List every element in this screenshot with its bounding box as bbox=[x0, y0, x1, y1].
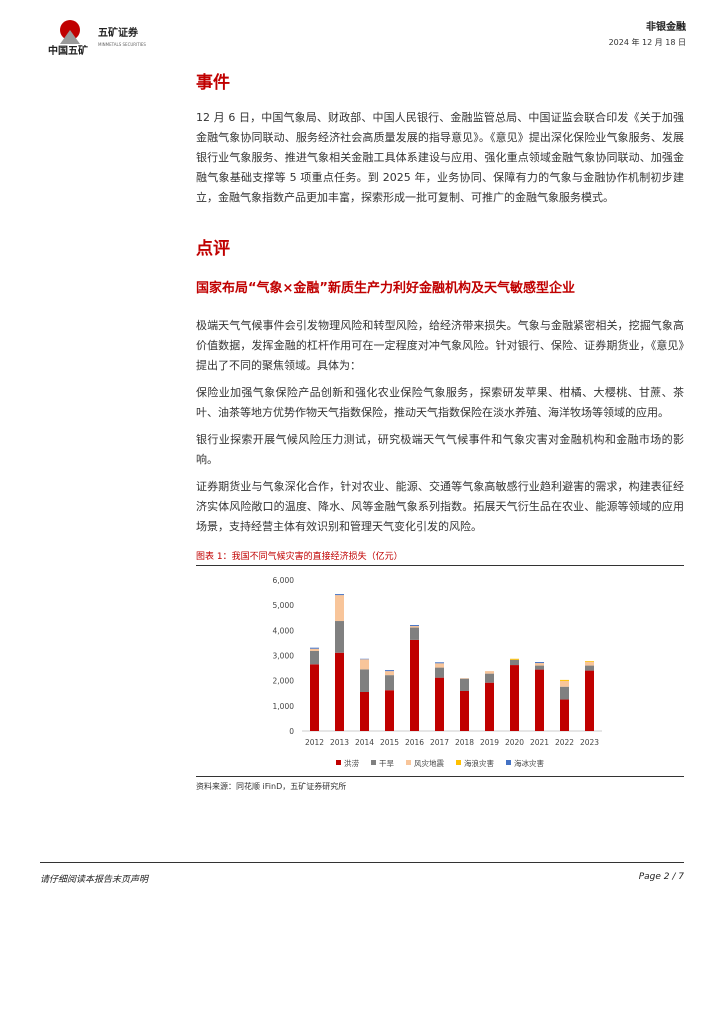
brand-name-en: MINMETALS SECURITIES bbox=[98, 42, 146, 47]
legend-swatch bbox=[506, 760, 511, 765]
x-tick-label: 2016 bbox=[405, 738, 424, 747]
x-tick-label: 2023 bbox=[580, 738, 599, 747]
paragraph: 银行业探索开展气候风险压力测试，研究极端天气气候事件和气象灾害对金融机构和金融市… bbox=[196, 433, 684, 466]
paragraph: 证券期货业与气象深化合作，针对农业、能源、交通等气象高敏感行业趋利避害的需求，构… bbox=[196, 480, 684, 533]
x-tick-label: 2013 bbox=[330, 738, 349, 747]
bar-segment bbox=[360, 669, 369, 692]
bar-segment bbox=[560, 686, 569, 700]
footer-disclaimer: 请仔细阅读本报告末页声明 bbox=[40, 875, 149, 885]
y-tick-label: 2,000 bbox=[273, 677, 295, 686]
bar-segment bbox=[560, 699, 569, 731]
x-tick-label: 2019 bbox=[480, 738, 499, 747]
footer: 请仔细阅读本报告末页声明 Page 2 / 7 bbox=[40, 862, 684, 902]
legend-label: 海冰灾害 bbox=[514, 758, 544, 768]
review-title: 点评 bbox=[196, 239, 230, 259]
bar-segment bbox=[485, 682, 494, 731]
bar-segment bbox=[560, 680, 569, 687]
bar-segment bbox=[360, 691, 369, 731]
figure-caption: 图表 1：我国不同气候灾害的直接经济损失（亿元） bbox=[196, 551, 684, 566]
bar-segment bbox=[435, 663, 444, 668]
legend-swatch bbox=[371, 760, 376, 765]
event-title: 事件 bbox=[196, 73, 230, 93]
bar-segment bbox=[460, 678, 469, 691]
legend-swatch bbox=[336, 760, 341, 765]
y-tick-label: 1,000 bbox=[273, 702, 295, 711]
bar-segment bbox=[435, 662, 444, 664]
legend-swatch bbox=[406, 760, 411, 765]
bar-segment bbox=[535, 669, 544, 731]
bar-segment bbox=[535, 662, 544, 664]
bar-segment bbox=[510, 658, 519, 660]
legend-label: 洪涝 bbox=[344, 758, 359, 768]
bar-segment bbox=[335, 652, 344, 731]
event-body: 12 月 6 日，中国气象局、财政部、中国人民银行、金融监管总局、中国证监会联合… bbox=[196, 111, 684, 204]
legend-swatch bbox=[456, 760, 461, 765]
stacked-bar-chart: 0 1,000 2,000 3,000 4,000 5,000 6,000 2012 2013 2… bbox=[273, 576, 602, 768]
bar-segment bbox=[585, 661, 594, 666]
x-tick-label: 2022 bbox=[555, 738, 574, 747]
bar-segment bbox=[310, 647, 319, 649]
y-tick-label: 6,000 bbox=[273, 576, 295, 585]
main-content: 事件 12 月 6 日，中国气象局、财政部、中国人民银行、金融监管总局、中国证监… bbox=[196, 0, 684, 862]
bar-segment bbox=[385, 670, 394, 672]
legend-label: 风灾地震 bbox=[414, 758, 444, 768]
bar-segment bbox=[310, 664, 319, 731]
bar-segment bbox=[385, 690, 394, 731]
legend-label: 海浪灾害 bbox=[464, 758, 494, 768]
bar-segment bbox=[385, 675, 394, 691]
x-tick-label: 2020 bbox=[505, 738, 524, 747]
bar-segment bbox=[410, 626, 419, 628]
bar-segment bbox=[535, 665, 544, 670]
report-date: 2024 年 12 月 18 日 bbox=[608, 38, 686, 47]
bar-segment bbox=[385, 671, 394, 676]
bar-segment bbox=[310, 648, 319, 651]
bar-segment bbox=[360, 659, 369, 670]
y-tick-label: 0 bbox=[289, 727, 294, 736]
y-tick-label: 3,000 bbox=[273, 652, 295, 661]
paragraph: 极端天气气候事件会引发物理风险和转型风险，给经济带来损失。气象与金融紧密相关，挖… bbox=[196, 319, 684, 372]
bar-segment bbox=[360, 658, 369, 660]
bar-segment bbox=[335, 621, 344, 653]
x-tick-label: 2017 bbox=[430, 738, 449, 747]
bar-segment bbox=[335, 595, 344, 622]
bar-segment bbox=[585, 670, 594, 731]
figure-source: 资料来源：同花顺 iFinD，五矿证券研究所 bbox=[196, 776, 684, 792]
bar-segment bbox=[560, 679, 569, 681]
review-subtitle: 国家布局“气象×金融”新质生产力利好金融机构及天气敏感型企业 bbox=[196, 281, 575, 296]
sector-label: 非银金融 bbox=[646, 22, 686, 33]
bar-segment bbox=[535, 663, 544, 666]
bar-segment bbox=[435, 667, 444, 678]
brand-name: 五矿证券 bbox=[98, 28, 138, 39]
bar-segment bbox=[585, 661, 594, 662]
bar-segment bbox=[310, 650, 319, 665]
bar-segment bbox=[435, 677, 444, 731]
bar-segment bbox=[460, 690, 469, 731]
group-name: 中国五矿 bbox=[48, 46, 88, 57]
paragraph: 保险业加强气象保险产品创新和强化农业保险气象服务，探索研发苹果、柑橘、大樱桃、甘… bbox=[196, 386, 684, 419]
bar-segment bbox=[410, 639, 419, 731]
bar-segment bbox=[460, 678, 469, 679]
x-tick-label: 2014 bbox=[355, 738, 374, 747]
bar-segment bbox=[510, 665, 519, 731]
x-tick-label: 2015 bbox=[380, 738, 399, 747]
page-number: Page 2 / 7 bbox=[638, 872, 684, 882]
x-tick-label: 2018 bbox=[455, 738, 474, 747]
x-tick-label: 2012 bbox=[305, 738, 324, 747]
bar-segment bbox=[510, 659, 519, 666]
bar-segment bbox=[485, 673, 494, 683]
y-tick-label: 5,000 bbox=[273, 601, 295, 610]
x-tick-label: 2021 bbox=[530, 738, 549, 747]
bar-segment bbox=[335, 594, 344, 596]
legend-label: 干旱 bbox=[379, 759, 394, 768]
bar-segment bbox=[410, 627, 419, 640]
bar-segment bbox=[585, 665, 594, 671]
y-tick-label: 4,000 bbox=[273, 626, 295, 635]
company-logo: 五矿证券 MINMETALS SECURITIES 中国五矿 bbox=[48, 18, 158, 58]
bar-segment bbox=[485, 671, 494, 674]
bar-segment bbox=[410, 625, 419, 627]
